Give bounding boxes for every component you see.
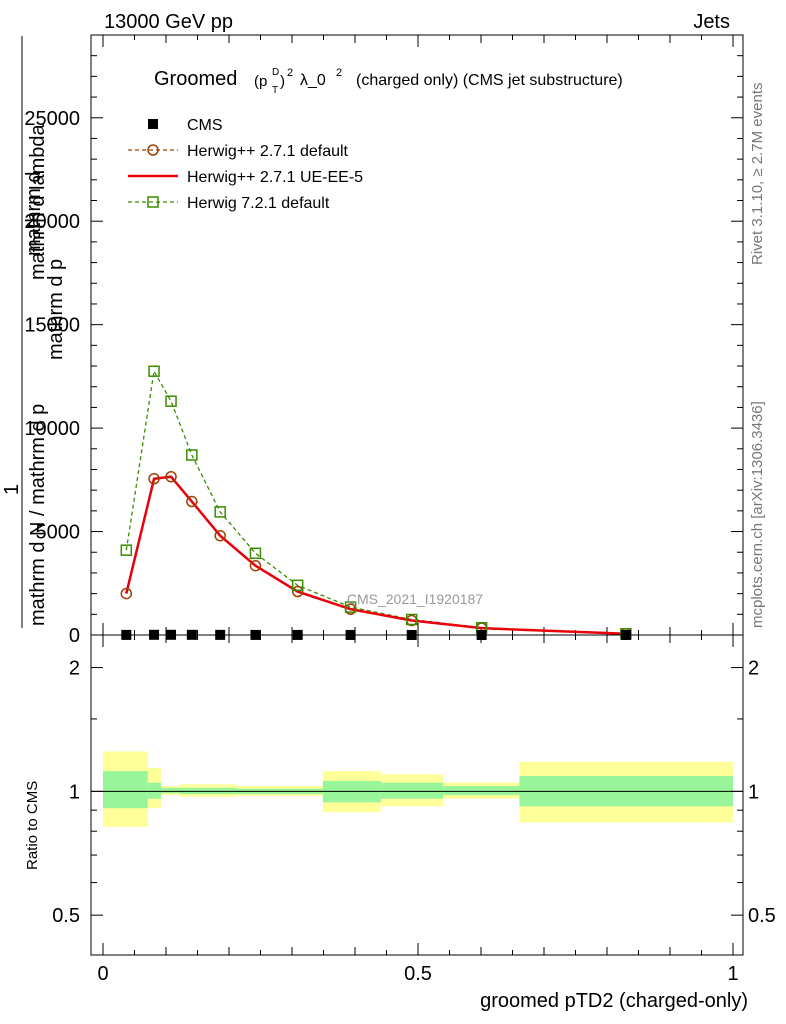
y-tick-label: 20000: [24, 211, 80, 233]
series-h271def-point: [120, 587, 133, 600]
ylabel-main-den: mathrm d N / mathrm d p: [27, 404, 49, 626]
ratio-band-inner: [103, 771, 148, 809]
y-tick-label: 0: [69, 625, 80, 647]
ratio-y-tick-label: 1: [69, 781, 80, 803]
series-h271ue-line: [125, 475, 626, 636]
legend-cms-marker: [148, 119, 158, 129]
series-h721-point: [214, 506, 226, 518]
series-h721-point: [344, 601, 357, 613]
y-tick-label: 15000: [24, 315, 80, 337]
series-h271def-point: [291, 585, 304, 598]
title-suffix: (charged only) (CMS jet substructure): [356, 72, 623, 89]
legend-h271def-label: Herwig++ 2.7.1 default: [187, 143, 349, 160]
series-h721-point: [148, 365, 160, 377]
series-h271def-point: [165, 470, 177, 483]
watermark: CMS_2021_I1920187: [347, 591, 483, 607]
title-pt-sup: D: [272, 67, 279, 78]
series-h271def-point: [186, 495, 198, 508]
title-pt: (p: [254, 73, 267, 90]
x-tick-label: 0: [97, 963, 108, 985]
series-h721-point: [120, 544, 133, 556]
ratio-band-inner: [443, 786, 520, 795]
ratio-frame: [90, 634, 744, 956]
ratio-band-inner: [160, 787, 180, 794]
ratio-y-tick-label-right: 2: [748, 658, 759, 680]
title-pt-sub: T: [272, 85, 278, 96]
chart-title: Groomed (p T D ) 2 λ_0 2 (charged only) …: [154, 67, 623, 96]
series-h721-line: [125, 369, 626, 635]
ylabel-top-den2: mathrm d lambda: [27, 124, 49, 280]
ratio-y-tick-label-right: 0.5: [748, 905, 776, 927]
x-tick-label: 0.5: [404, 963, 432, 985]
y-axis-label: mathrm d mathrm d p mathrm d lambda 1 ma…: [1, 36, 67, 628]
ratio-y-tick-label: 0.5: [52, 905, 80, 927]
y-tick-label: 25000: [24, 108, 80, 130]
ratio-band-inner: [380, 782, 444, 799]
legend-h271ue-label: Herwig++ 2.7.1 UE-EE-5: [187, 169, 363, 186]
y-tick-label: 10000: [24, 418, 80, 440]
main-panel: 0 5000 10000 15000 20000 25000: [24, 34, 744, 647]
legend-h271def-marker: [147, 144, 159, 156]
series-h721-point: [405, 613, 418, 626]
side-mcplots: mcplots.cern.ch [arXiv:1306.3436]: [749, 401, 766, 628]
x-tick-label: 1: [727, 963, 738, 985]
ratio-panel: 0 0.5 1 0.5 0.5 1 1 2 2: [52, 634, 776, 985]
series-h271def-point: [148, 473, 160, 485]
series-h721-point: [249, 547, 262, 560]
ylabel-top-den: mathrm d p: [45, 259, 67, 360]
series-h271def-point: [214, 529, 226, 542]
x-axis-label: groomed pTD2 (charged-only): [480, 990, 748, 1012]
series-h271def-line: [125, 476, 626, 635]
series-h721-point: [165, 395, 177, 407]
ratio-band-inner: [147, 782, 161, 799]
legend-cms-label: CMS: [187, 117, 223, 134]
series-h271def-point: [249, 559, 262, 572]
title-exp2: 2: [336, 67, 342, 79]
ratio-y-tick-label-right: 1: [748, 781, 759, 803]
title-main: Groomed: [154, 68, 237, 90]
legend-h721-marker: [147, 196, 159, 208]
header-left: 13000 GeV pp: [104, 11, 233, 33]
y-tick-label: 5000: [36, 522, 81, 544]
legend: CMS Herwig++ 2.7.1 default Herwig++ 2.7.…: [128, 117, 363, 212]
series-h721-point: [291, 579, 304, 592]
ylabel-top-num: mathrm d: [23, 172, 45, 256]
series-h721-point: [186, 449, 198, 461]
title-pt-close: ): [280, 73, 285, 90]
legend-h721-label: Herwig 7.2.1 default: [187, 195, 330, 212]
header-right: Jets: [693, 11, 730, 33]
ylabel-main-num: 1: [1, 484, 23, 495]
ratio-y-tick-label: 2: [69, 658, 80, 680]
ratio-axis-label: Ratio to CMS: [24, 781, 41, 870]
title-exp1: 2: [287, 67, 293, 79]
title-rest: λ_0: [300, 72, 326, 89]
side-rivet: Rivet 3.1.10, ≥ 2.7M events: [749, 83, 766, 266]
